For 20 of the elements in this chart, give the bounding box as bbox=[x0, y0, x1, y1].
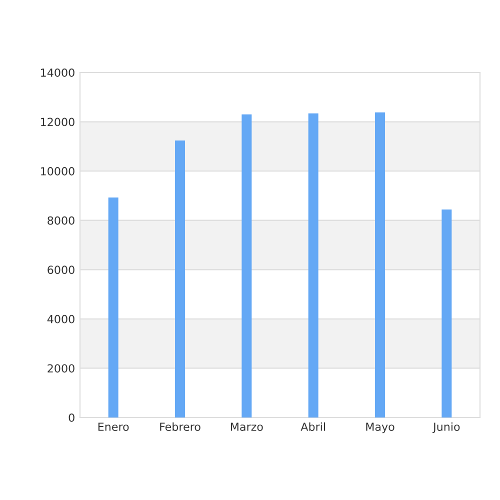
x-tick-label: Abril bbox=[300, 422, 325, 431]
y-tick-label: 4000 bbox=[47, 314, 74, 324]
bar bbox=[108, 197, 118, 418]
x-tick-label: Enero bbox=[98, 422, 129, 431]
y-tick-label: 2000 bbox=[48, 364, 74, 373]
x-tick-label: Mayo bbox=[366, 422, 394, 434]
y-tick-label: 14000 bbox=[41, 68, 74, 77]
x-tick-label: Junio bbox=[432, 422, 460, 434]
y-tick-label: 0 bbox=[68, 413, 74, 422]
bar bbox=[442, 210, 452, 418]
x-tick-label: Febrero bbox=[160, 422, 200, 431]
bar bbox=[308, 113, 318, 418]
bar bbox=[175, 140, 185, 418]
y-tick-label: 12000 bbox=[41, 118, 74, 126]
x-tick-label: Marzo bbox=[230, 422, 263, 431]
bar bbox=[375, 112, 385, 418]
bar bbox=[242, 114, 252, 418]
y-tick-label: 6000 bbox=[48, 266, 74, 274]
y-tick-label: 8000 bbox=[48, 216, 74, 225]
y-tick-label: 10000 bbox=[41, 167, 74, 176]
